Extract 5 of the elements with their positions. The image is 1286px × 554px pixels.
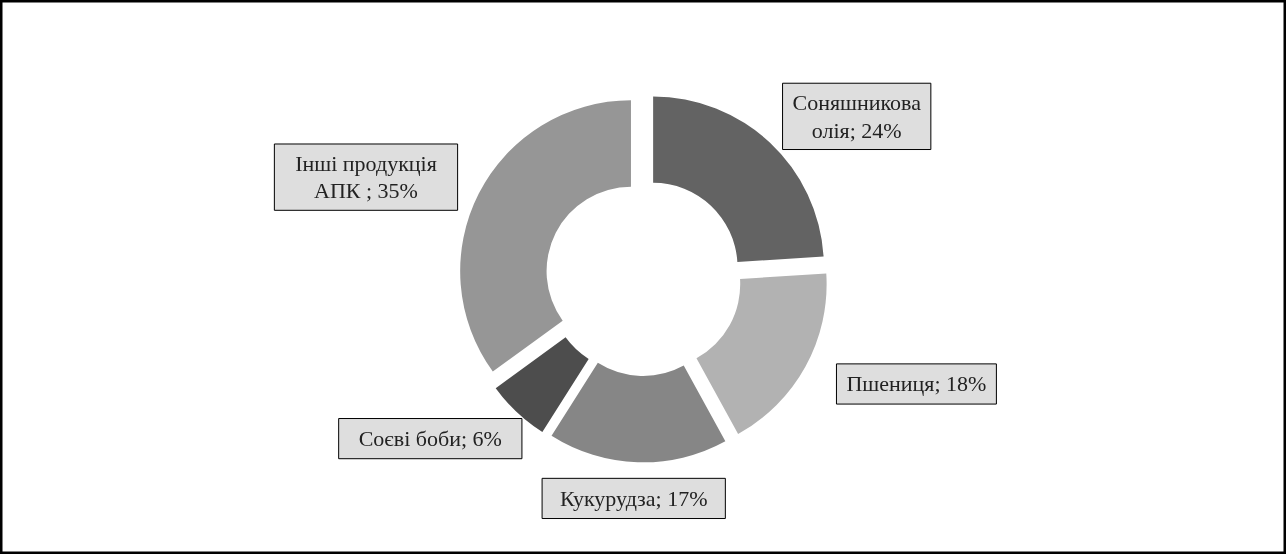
slice-label: Соняшникова олія; 24% xyxy=(792,90,922,143)
slice-label: Кукурудза; 17% xyxy=(559,485,708,511)
slice-label: Соєві боби; 6% xyxy=(358,426,502,452)
slice-label: Інші продукція АПК ; 35% xyxy=(295,150,437,204)
slice-label: Пшениця; 18% xyxy=(846,371,987,397)
